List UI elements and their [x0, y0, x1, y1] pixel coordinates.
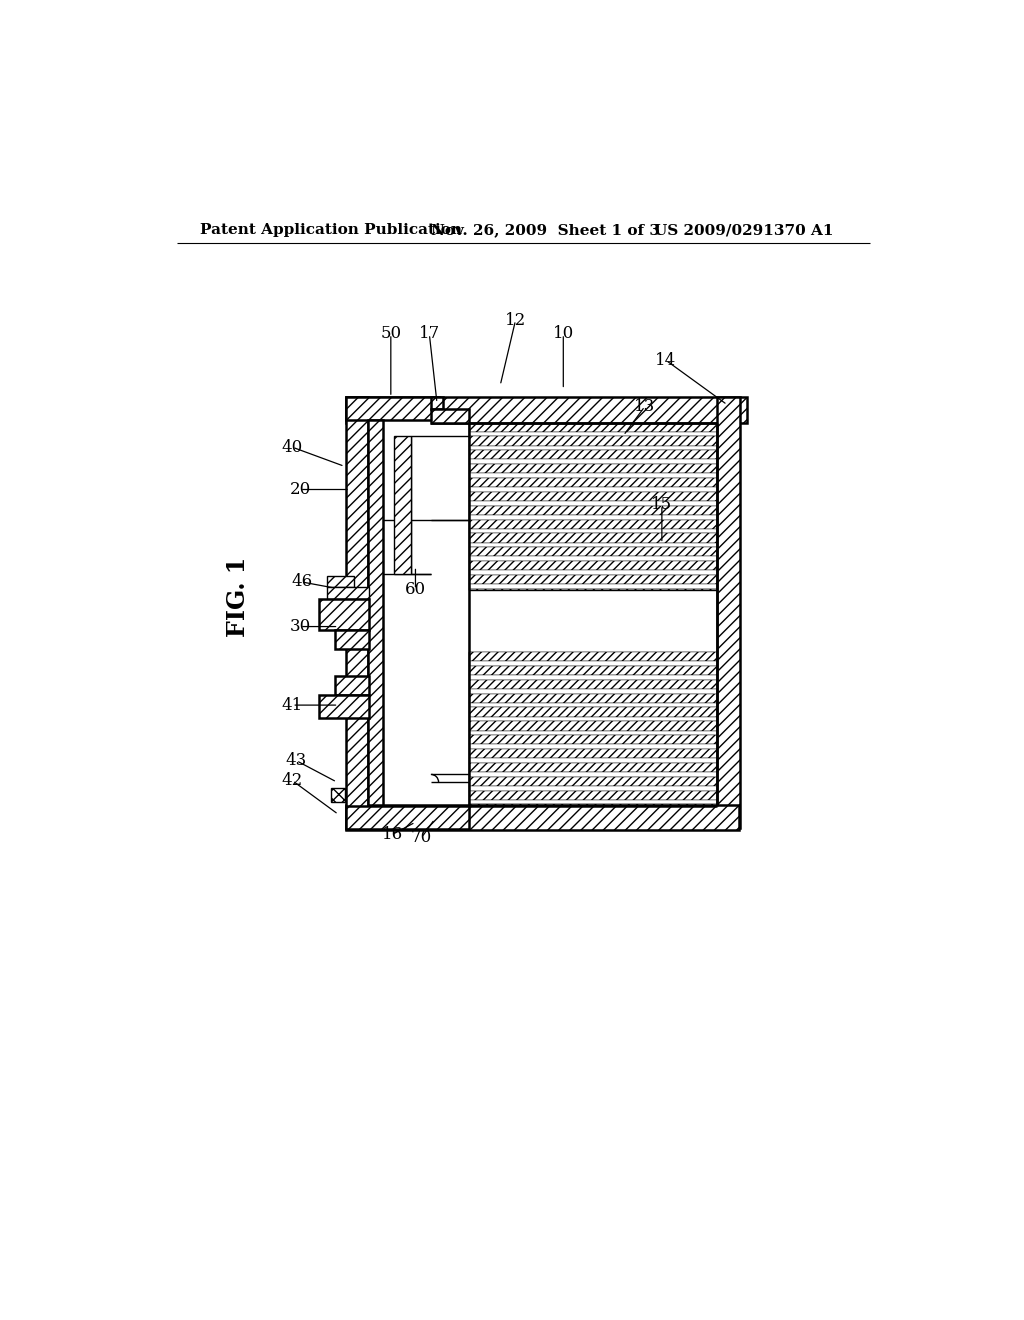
Bar	[469, 717, 717, 721]
Text: 41: 41	[282, 697, 303, 714]
Bar	[469, 800, 717, 804]
Bar	[469, 772, 717, 776]
Bar	[469, 702, 717, 708]
Bar	[469, 465, 717, 474]
Bar	[469, 776, 717, 785]
Text: Patent Application Publication: Patent Application Publication	[200, 223, 462, 238]
Bar	[469, 744, 717, 748]
Bar	[319, 599, 370, 630]
Text: 30: 30	[290, 618, 310, 635]
Text: Nov. 26, 2009  Sheet 1 of 3: Nov. 26, 2009 Sheet 1 of 3	[431, 223, 659, 238]
Text: 50: 50	[380, 326, 401, 342]
Bar	[327, 587, 370, 599]
Bar	[469, 533, 717, 543]
Bar	[469, 730, 717, 735]
Bar	[469, 693, 717, 702]
Bar	[469, 785, 717, 791]
Bar	[469, 515, 717, 520]
Bar	[469, 506, 717, 515]
Bar	[368, 420, 431, 785]
Bar	[469, 437, 717, 446]
Bar	[346, 807, 469, 829]
Bar	[469, 502, 717, 506]
Text: US 2009/0291370 A1: US 2009/0291370 A1	[654, 223, 834, 238]
Text: 12: 12	[505, 312, 526, 329]
Bar	[469, 652, 717, 661]
Bar	[335, 630, 370, 649]
Bar	[319, 696, 370, 718]
Bar	[469, 422, 717, 590]
Bar	[394, 436, 411, 574]
Bar	[469, 585, 717, 589]
Bar	[469, 590, 717, 652]
Bar	[469, 708, 717, 717]
Text: 40: 40	[282, 438, 303, 455]
Text: 10: 10	[553, 326, 573, 342]
Text: 70: 70	[411, 829, 432, 846]
Text: 20: 20	[290, 480, 310, 498]
Bar	[469, 432, 717, 437]
Bar	[331, 788, 345, 803]
Bar	[368, 420, 383, 805]
Bar	[346, 397, 368, 829]
Bar	[469, 748, 717, 758]
Bar	[431, 397, 443, 409]
Bar	[717, 397, 740, 829]
Bar	[431, 409, 469, 422]
Bar	[469, 548, 717, 557]
Bar	[469, 661, 717, 665]
Bar	[431, 807, 469, 821]
Bar	[469, 446, 717, 450]
Text: 16: 16	[382, 826, 402, 843]
Bar	[469, 529, 717, 533]
Bar	[335, 676, 370, 696]
Bar	[469, 492, 717, 502]
Bar	[469, 474, 717, 478]
Text: 46: 46	[291, 573, 312, 590]
Text: 43: 43	[286, 752, 307, 770]
Text: 15: 15	[651, 496, 673, 513]
Bar	[469, 422, 717, 807]
Bar	[469, 721, 717, 730]
Bar	[469, 589, 717, 590]
Bar	[469, 422, 717, 432]
Bar	[469, 758, 717, 763]
Bar	[469, 450, 717, 459]
Bar	[469, 665, 717, 675]
Bar	[469, 576, 717, 585]
Bar	[469, 763, 717, 772]
Text: 42: 42	[282, 772, 303, 789]
Bar	[469, 487, 717, 492]
Bar	[469, 680, 717, 689]
Bar	[327, 576, 354, 587]
Bar	[469, 570, 717, 576]
Text: 60: 60	[404, 581, 426, 598]
Bar	[469, 804, 717, 807]
Bar	[469, 735, 717, 744]
Bar	[469, 689, 717, 693]
Bar	[469, 791, 717, 800]
Bar	[469, 561, 717, 570]
Bar	[346, 397, 746, 422]
Text: FIG. 1: FIG. 1	[226, 557, 250, 638]
Bar	[346, 397, 438, 420]
Text: 17: 17	[419, 326, 440, 342]
Bar	[469, 590, 717, 652]
Bar	[469, 675, 717, 680]
Bar	[469, 543, 717, 548]
Bar	[469, 478, 717, 487]
Bar	[469, 459, 717, 465]
Bar	[469, 652, 717, 807]
Bar	[469, 520, 717, 529]
Text: 14: 14	[655, 351, 676, 368]
Bar	[469, 557, 717, 561]
Text: 13: 13	[634, 397, 655, 414]
Bar	[346, 805, 739, 830]
